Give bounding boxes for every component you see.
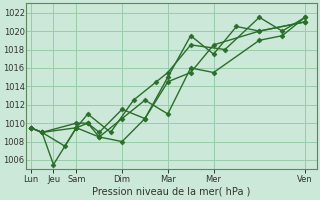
X-axis label: Pression niveau de la mer( hPa ): Pression niveau de la mer( hPa ): [92, 187, 251, 197]
